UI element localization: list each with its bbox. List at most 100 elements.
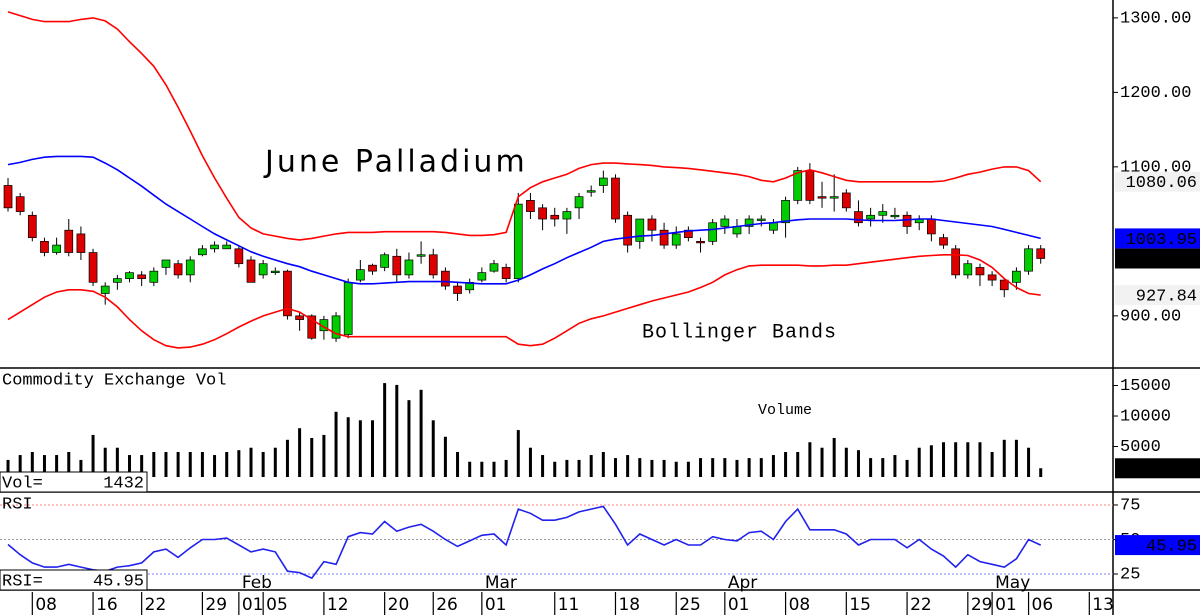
readout-value: 1432 (103, 474, 144, 493)
candle-body (635, 218, 645, 242)
volume-bar (370, 420, 374, 477)
candle-body (173, 263, 183, 276)
x-tick-label: 06 (1032, 595, 1054, 615)
volume-bar (723, 458, 727, 477)
value-label: 927.84 (1136, 288, 1197, 307)
volume-bar (674, 461, 678, 477)
candle-body (744, 218, 754, 227)
candle-body (355, 269, 365, 281)
readout-label: RSI= (2, 572, 43, 591)
candle-body (258, 263, 268, 276)
candle-body (611, 177, 620, 220)
volume-bar (79, 459, 83, 477)
volume-bar (699, 458, 703, 477)
volume-bar (456, 452, 460, 477)
volume-bar (1014, 439, 1018, 477)
candle-body (222, 244, 232, 250)
candle-body (708, 222, 718, 242)
volume-bar (626, 455, 630, 477)
x-tick-label: 01 (242, 595, 264, 615)
candle-body (343, 281, 353, 335)
volume-bar (650, 459, 654, 477)
y-tick-label: 5000 (1120, 438, 1161, 457)
candle-body (1036, 248, 1046, 259)
volume-bar (249, 447, 253, 477)
candle-body (307, 315, 317, 339)
candle-body (52, 244, 61, 253)
candle-body (671, 233, 681, 246)
candle-body (805, 170, 815, 201)
candle-body (416, 254, 426, 257)
band-line (7, 155, 1041, 285)
y-tick-label: 10000 (1120, 408, 1171, 427)
volume-bar (200, 452, 204, 477)
x-tick-label: 01 (728, 595, 750, 615)
candle-body (27, 214, 37, 238)
annotation: Volume (758, 402, 812, 419)
volume-bar (601, 452, 605, 477)
band-line (7, 254, 1041, 349)
candle-body (854, 211, 863, 224)
candle-body (331, 315, 341, 339)
value-label: 1003.95 (1126, 231, 1197, 250)
candle-body (380, 254, 389, 268)
x-tick-label: 20 (388, 595, 410, 615)
volume-bar (541, 455, 545, 477)
volume-bar (856, 450, 860, 477)
candle-body (598, 177, 608, 186)
volume-bar (419, 389, 423, 477)
volume-bar (553, 461, 557, 477)
volume-bar (893, 455, 897, 477)
x-tick-label: 11 (558, 595, 580, 615)
volume-bar (431, 420, 435, 477)
volume-bar (966, 442, 970, 477)
x-tick-label: 29 (205, 595, 227, 615)
volume-bar (492, 461, 496, 477)
x-tick-label: 25 (679, 595, 701, 615)
candle-body (927, 218, 936, 235)
candle-body (902, 214, 912, 227)
candle-body (951, 248, 961, 276)
candle-body (210, 244, 219, 250)
volume-bar (176, 452, 180, 477)
volume-bar (881, 458, 885, 477)
candle-body (696, 241, 705, 244)
volume-bar (468, 461, 472, 477)
readout-label: Vol= (2, 474, 43, 493)
volume-bar (747, 458, 751, 477)
volume-bar (528, 447, 532, 477)
volume-bar (832, 437, 836, 477)
candle-body (185, 259, 195, 276)
volume-bar (237, 450, 241, 477)
volume-bar (18, 455, 22, 477)
candle-body (246, 259, 256, 283)
candle-body (817, 196, 827, 199)
volume-bar (55, 455, 59, 477)
volume-bar (589, 455, 593, 477)
candle-body (295, 315, 304, 320)
candle-body (404, 259, 414, 276)
candle-body (489, 263, 499, 272)
value-label: 45.95 (1146, 538, 1197, 557)
candle-body (3, 185, 13, 209)
volume-bar (844, 447, 848, 477)
volume-bar (285, 439, 289, 477)
volume-bar (395, 384, 399, 477)
candle-body (149, 270, 159, 283)
volume-bar (735, 459, 739, 477)
volume-bar (771, 455, 775, 477)
volume-bar (298, 428, 302, 477)
volume-bar (1002, 439, 1006, 477)
candle-body (841, 192, 851, 209)
candle-body (756, 218, 766, 221)
volume-bar (942, 442, 946, 477)
volume-bar (480, 461, 484, 477)
month-label: Apr (728, 573, 757, 593)
x-tick-label: 15 (849, 595, 871, 615)
volume-bar (128, 455, 132, 477)
volume-bar (796, 452, 800, 477)
volume-bar (905, 459, 909, 477)
candle-body (999, 279, 1009, 291)
volume-bar (91, 434, 95, 477)
candle-body (283, 270, 292, 317)
